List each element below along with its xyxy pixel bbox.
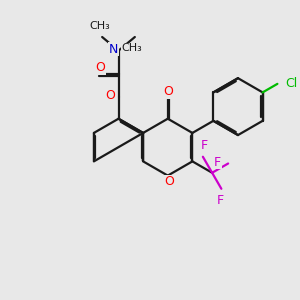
Text: F: F: [216, 194, 224, 208]
Text: N: N: [109, 43, 118, 56]
Text: CH₃: CH₃: [122, 43, 142, 53]
Text: O: O: [95, 61, 105, 74]
Text: O: O: [164, 176, 174, 188]
Text: O: O: [106, 89, 116, 103]
Text: O: O: [163, 85, 173, 98]
Text: F: F: [201, 139, 208, 152]
Text: CH₃: CH₃: [89, 21, 110, 31]
Text: F: F: [214, 156, 221, 169]
Text: Cl: Cl: [285, 77, 298, 90]
